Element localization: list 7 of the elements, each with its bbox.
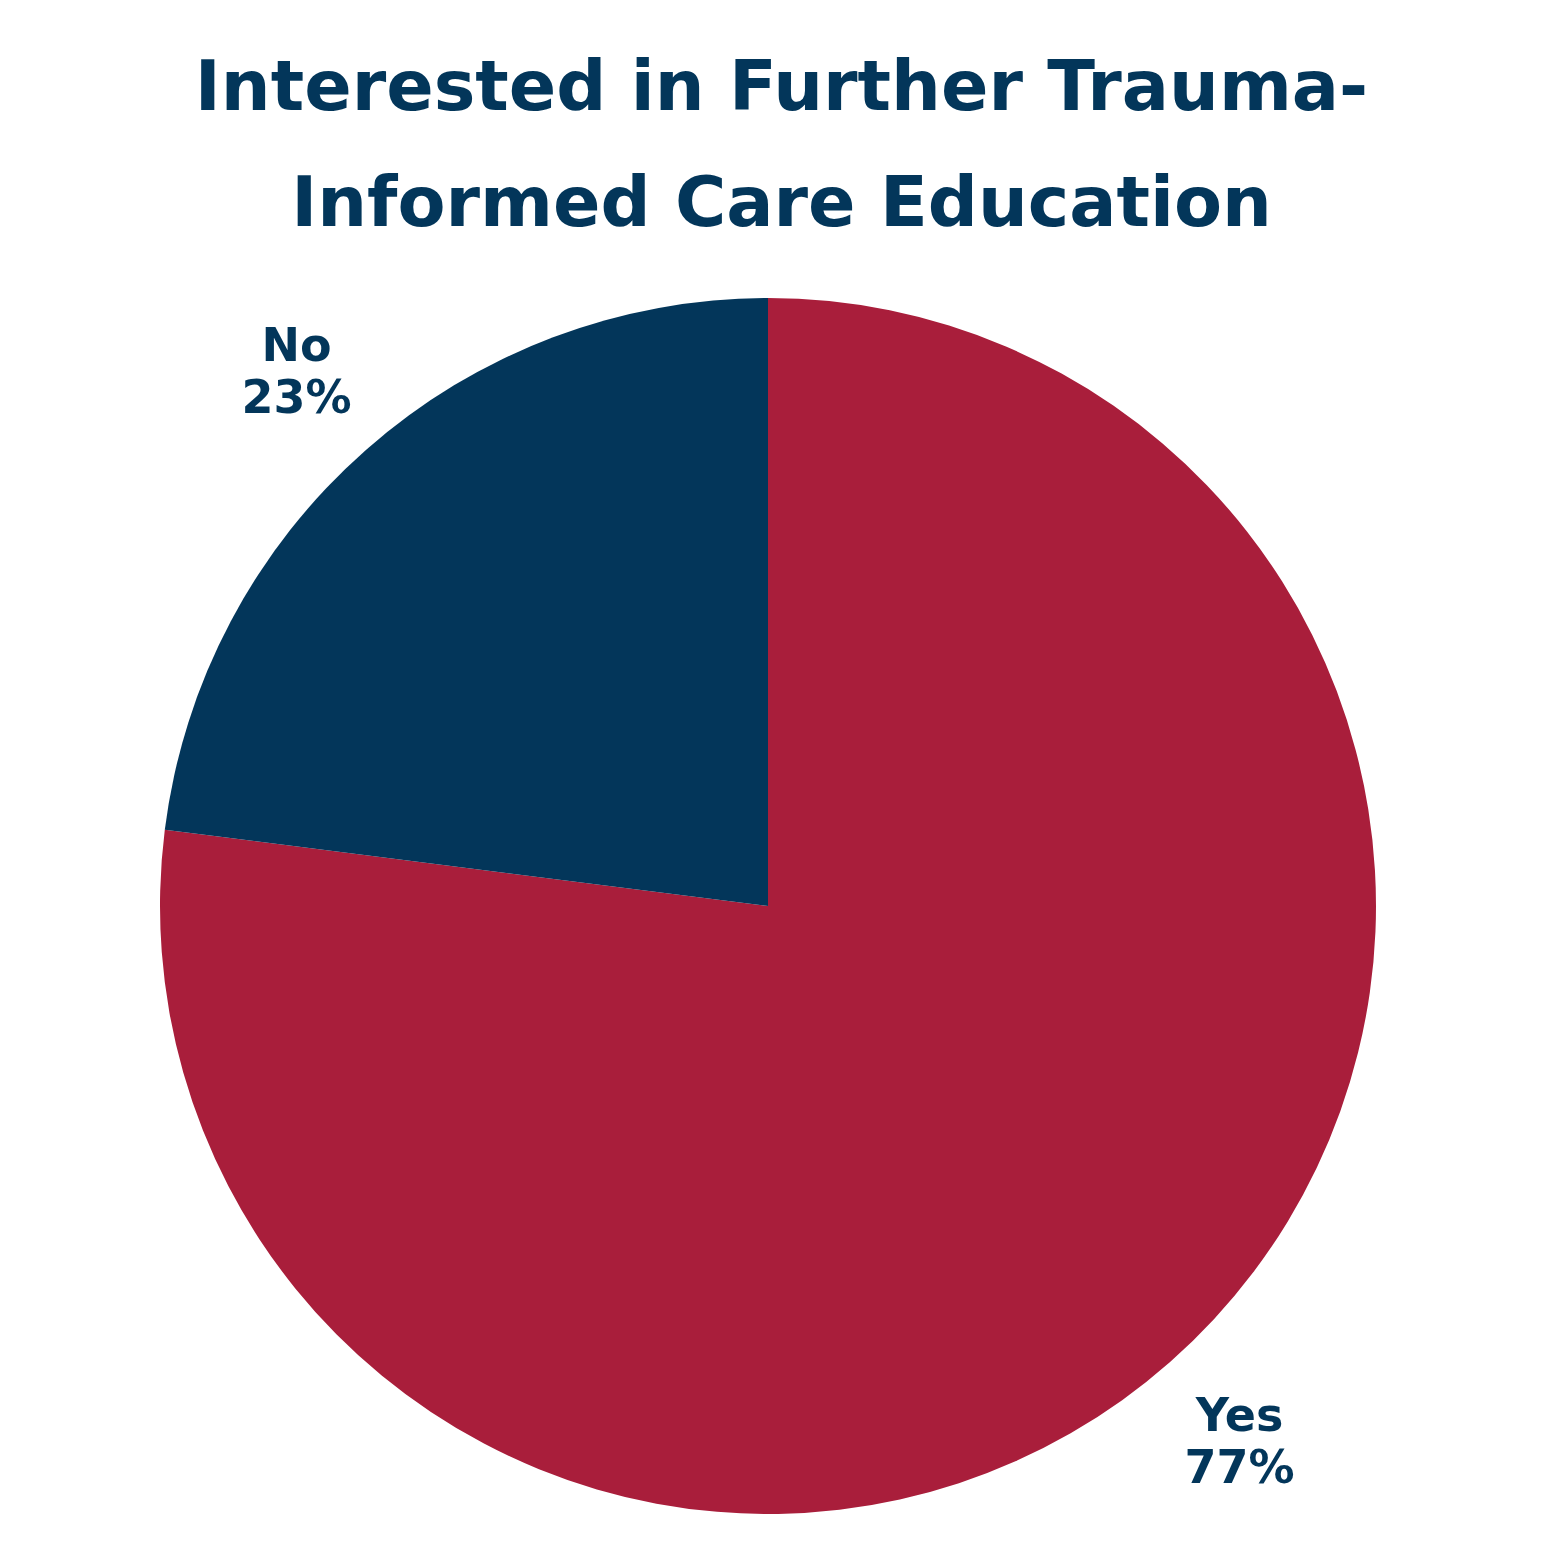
- chart-title: Interested in Further Trauma-Informed Care Education: [193, 44, 1370, 245]
- data-label: 23%: [241, 370, 352, 425]
- pie-slice: [160, 298, 1376, 1514]
- slice-label: Yes: [1194, 1387, 1284, 1442]
- data-label: 77%: [1184, 1439, 1295, 1494]
- pie-slice: [164, 298, 768, 906]
- slice-label: No: [261, 318, 332, 373]
